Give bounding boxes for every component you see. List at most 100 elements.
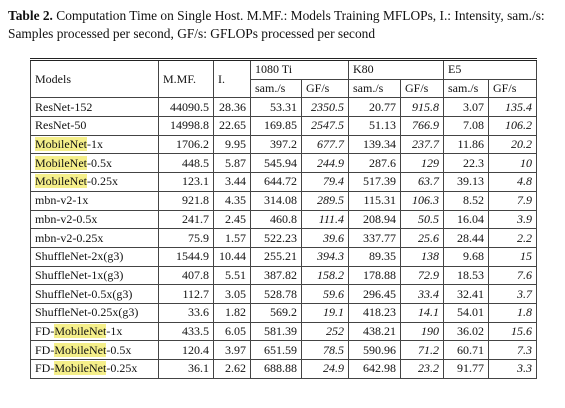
- table-row: FD-MobileNet-0.25x 36.1 2.62 688.88 24.9 642.…: [30, 359, 538, 379]
- cell: 581.39: [250, 321, 302, 342]
- group-header: 1080 Ti: [250, 59, 349, 80]
- cell: 3.97: [213, 340, 251, 360]
- cell: 11.86: [443, 134, 490, 155]
- table-row: ResNet-50 14998.8 22.65 169.85 2547.5 51.13 76…: [30, 116, 538, 136]
- cell: 252: [301, 321, 349, 342]
- cell: 397.2: [250, 134, 302, 155]
- cell: 36.1: [158, 359, 214, 379]
- model-suffix: -0.5x: [106, 342, 132, 357]
- cell: 9.68: [443, 246, 490, 267]
- table-row: MobileNet-1x 1706.2 9.95 397.2 677.7 139.34 23…: [30, 134, 538, 155]
- table-row: mbn-v2-1x 921.8 4.35 314.08 289.5 115.31 106.3…: [30, 190, 538, 211]
- cell: 54.01: [443, 302, 490, 323]
- cell: 16.04: [443, 209, 490, 230]
- model-prefix: FD-: [35, 342, 55, 357]
- table-row: MobileNet-0.25x 123.1 3.44 644.72 79.4 517.39…: [30, 172, 538, 192]
- cell: 528.78: [250, 284, 302, 304]
- cell: 178.88: [348, 265, 401, 286]
- cell: 120.4: [158, 340, 214, 360]
- cell: 651.59: [250, 340, 302, 360]
- cell: 208.94: [348, 209, 401, 230]
- model-name: MobileNet-0.5x: [30, 153, 159, 174]
- cell: 33.4: [399, 284, 445, 304]
- model-name: MobileNet-0.25x: [30, 172, 159, 192]
- cell: 314.08: [250, 190, 302, 211]
- cell: 139.34: [348, 134, 401, 155]
- model-name: mbn-v2-0.5x: [30, 209, 159, 230]
- cell: 39.13: [443, 172, 490, 192]
- cell: 106.3: [399, 190, 445, 211]
- cell: 3.05: [213, 284, 251, 304]
- cell: 6.05: [213, 321, 251, 342]
- cell: 2350.5: [301, 97, 349, 118]
- cell: 4.35: [213, 190, 251, 211]
- cell: 60.71: [443, 340, 490, 360]
- cell: 8.52: [443, 190, 490, 211]
- cell: 522.23: [250, 228, 302, 248]
- model-suffix: -1x: [87, 137, 103, 152]
- model-name: mbn-v2-0.25x: [30, 228, 159, 248]
- model-name: FD-MobileNet-0.25x: [30, 359, 159, 379]
- cell: 28.36: [213, 97, 251, 118]
- model-prefix: FD-: [35, 361, 55, 376]
- cell: 1706.2: [158, 134, 214, 155]
- subheader: sam./s: [443, 78, 490, 99]
- cell: 438.21: [348, 321, 401, 342]
- cell: 44090.5: [158, 97, 214, 118]
- cell: 24.9: [301, 359, 349, 379]
- column-header: I.: [213, 58, 251, 99]
- table-row: ResNet-152 44090.5 28.36 53.31 2350.5 20.77 91…: [30, 97, 538, 118]
- cell: 78.5: [301, 340, 349, 360]
- cell: 3.07: [443, 97, 490, 118]
- cell: 5.87: [213, 153, 251, 174]
- cell: 18.53: [443, 265, 490, 286]
- model-highlighted: MobileNet: [35, 155, 87, 170]
- cell: 3.7: [488, 284, 538, 304]
- cell: 5.51: [213, 265, 251, 286]
- cell: 644.72: [250, 172, 302, 192]
- group-header: K80: [347, 59, 445, 80]
- column-header: Models: [30, 58, 159, 99]
- model-name: ResNet-152: [30, 97, 159, 118]
- cell: 72.9: [399, 265, 445, 286]
- cell: 9.95: [213, 134, 251, 155]
- cell: 3.9: [488, 209, 538, 230]
- table-row: mbn-v2-0.5x 241.7 2.45 460.8 111.4 208.94 50.5…: [30, 209, 538, 230]
- cell: 10.44: [213, 246, 251, 267]
- cell: 14998.8: [158, 116, 214, 136]
- cell: 158.2: [301, 265, 349, 286]
- model-highlighted: MobileNet: [54, 342, 107, 357]
- caption-label: Table 2.: [8, 8, 53, 23]
- cell: 244.9: [301, 153, 349, 174]
- cell: 89.35: [348, 246, 401, 267]
- cell: 255.21: [250, 246, 302, 267]
- cell: 2.2: [488, 228, 538, 248]
- cell: 1.57: [213, 228, 251, 248]
- cell: 915.8: [399, 97, 445, 118]
- cell: 20.2: [488, 134, 538, 155]
- cell: 91.77: [443, 359, 490, 379]
- subheader: sam./s: [348, 78, 401, 99]
- subheader: sam./s: [250, 78, 302, 99]
- cell: 138: [399, 246, 445, 267]
- model-name: ResNet-50: [30, 116, 159, 136]
- column-header: M.MF.: [158, 58, 214, 99]
- model-name: ShuffleNet-0.25x(g3): [30, 302, 159, 323]
- subheader-row: sam./s GF/s sam./s GF/s sam./s GF/s: [31, 78, 538, 99]
- table-row: FD-MobileNet-1x 433.5 6.05 581.39 252 438.21 1…: [30, 321, 538, 342]
- model-suffix: -0.5x: [87, 155, 112, 170]
- cell: 4.8: [488, 172, 538, 192]
- cell: 1.82: [213, 302, 251, 323]
- cell: 677.7: [301, 134, 349, 155]
- cell: 79.4: [301, 172, 349, 192]
- table-row: mbn-v2-0.25x 75.9 1.57 522.23 39.6 337.77 25.6…: [30, 228, 538, 248]
- cell: 10: [488, 153, 538, 174]
- model-suffix: -1x: [106, 323, 123, 338]
- cell: 642.98: [348, 359, 401, 379]
- cell: 289.5: [301, 190, 349, 211]
- cell: 237.7: [399, 134, 445, 155]
- cell: 7.08: [443, 116, 490, 136]
- cell: 1.8: [488, 302, 538, 323]
- cell: 123.1: [158, 172, 214, 192]
